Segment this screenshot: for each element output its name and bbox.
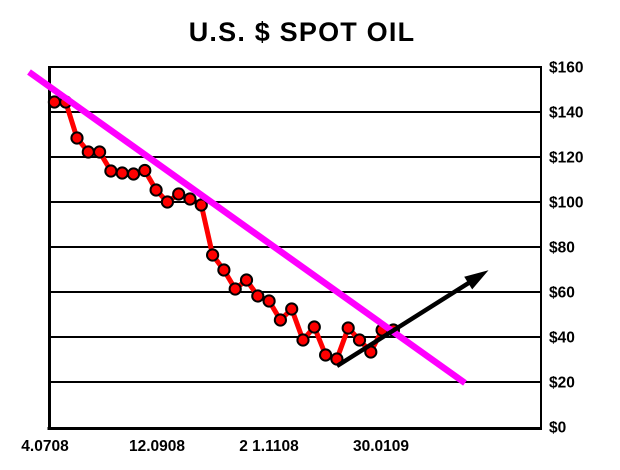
svg-text:4.0708: 4.0708 [21, 438, 69, 455]
svg-text:$60: $60 [549, 285, 575, 302]
svg-text:$140: $140 [549, 105, 583, 122]
svg-text:2 1.1108: 2 1.1108 [239, 438, 299, 455]
svg-text:30.0109: 30.0109 [353, 438, 409, 455]
svg-text:$0: $0 [549, 420, 566, 437]
svg-text:$80: $80 [549, 240, 575, 257]
svg-text:U.S. $ SPOT OIL: U.S. $ SPOT OIL [189, 17, 416, 47]
svg-text:$100: $100 [549, 195, 583, 212]
svg-text:12.0908: 12.0908 [129, 438, 185, 455]
svg-text:$120: $120 [549, 150, 583, 167]
svg-text:$40: $40 [549, 330, 575, 347]
svg-text:$20: $20 [549, 375, 575, 392]
svg-text:$160: $160 [549, 60, 583, 77]
